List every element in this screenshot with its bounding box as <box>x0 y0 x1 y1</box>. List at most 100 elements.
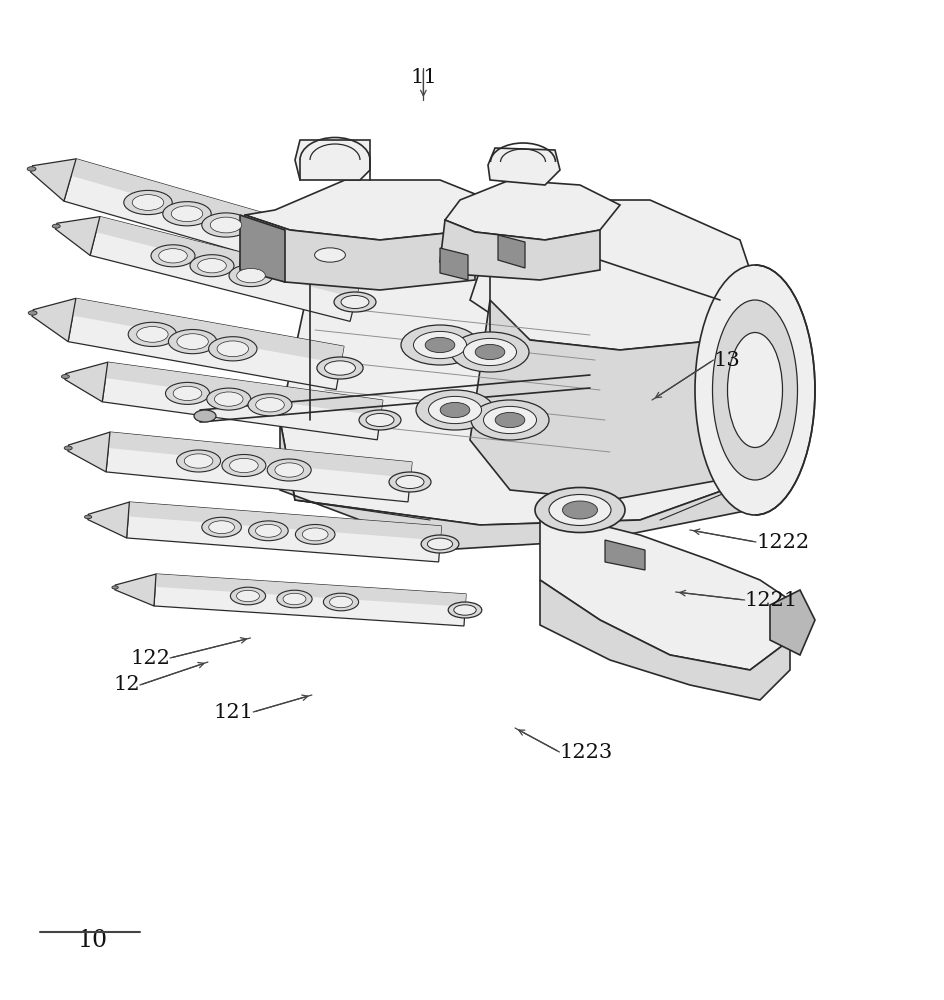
Polygon shape <box>497 235 525 268</box>
Text: 12: 12 <box>113 676 140 695</box>
Polygon shape <box>90 217 360 321</box>
Polygon shape <box>240 215 285 282</box>
Polygon shape <box>440 220 599 280</box>
Polygon shape <box>295 140 370 180</box>
Polygon shape <box>440 248 467 280</box>
Ellipse shape <box>52 224 60 228</box>
Polygon shape <box>32 298 76 342</box>
Polygon shape <box>109 432 412 478</box>
Ellipse shape <box>425 337 454 353</box>
Polygon shape <box>102 362 382 440</box>
Ellipse shape <box>470 400 548 440</box>
Ellipse shape <box>159 249 187 263</box>
Polygon shape <box>539 510 789 670</box>
Ellipse shape <box>447 602 481 618</box>
Ellipse shape <box>413 331 466 359</box>
Ellipse shape <box>694 265 814 515</box>
Ellipse shape <box>168 330 216 354</box>
Text: 1223: 1223 <box>559 742 612 762</box>
Ellipse shape <box>248 521 288 541</box>
Polygon shape <box>244 180 490 240</box>
Ellipse shape <box>247 394 292 416</box>
Polygon shape <box>71 159 336 251</box>
Ellipse shape <box>428 396 481 424</box>
Polygon shape <box>155 574 465 607</box>
Polygon shape <box>115 574 156 606</box>
Ellipse shape <box>151 245 194 267</box>
Ellipse shape <box>214 392 243 406</box>
Ellipse shape <box>177 450 220 472</box>
Ellipse shape <box>137 327 168 342</box>
Ellipse shape <box>548 494 611 526</box>
Polygon shape <box>106 362 382 416</box>
Ellipse shape <box>483 406 536 434</box>
Ellipse shape <box>222 454 265 477</box>
Ellipse shape <box>453 605 476 615</box>
Ellipse shape <box>184 454 212 468</box>
Ellipse shape <box>495 412 524 428</box>
Text: 11: 11 <box>410 68 436 87</box>
Polygon shape <box>469 200 759 350</box>
Polygon shape <box>88 502 129 538</box>
Ellipse shape <box>171 206 203 222</box>
Polygon shape <box>106 432 412 502</box>
Ellipse shape <box>61 375 69 379</box>
Ellipse shape <box>421 535 459 553</box>
Ellipse shape <box>463 338 516 366</box>
Ellipse shape <box>124 190 172 215</box>
Ellipse shape <box>228 265 273 287</box>
Ellipse shape <box>475 344 504 360</box>
Text: 1222: 1222 <box>755 532 808 552</box>
Ellipse shape <box>267 459 311 481</box>
Ellipse shape <box>283 593 306 605</box>
Ellipse shape <box>333 292 376 312</box>
Polygon shape <box>56 217 100 255</box>
Ellipse shape <box>534 488 624 532</box>
Polygon shape <box>126 502 441 562</box>
Ellipse shape <box>307 244 353 266</box>
Ellipse shape <box>323 593 358 611</box>
Polygon shape <box>279 240 800 525</box>
Text: 10: 10 <box>77 929 108 952</box>
Polygon shape <box>30 159 76 201</box>
Ellipse shape <box>230 587 265 605</box>
Polygon shape <box>64 159 336 276</box>
Ellipse shape <box>202 213 250 237</box>
Ellipse shape <box>202 517 241 537</box>
Ellipse shape <box>440 402 469 418</box>
Ellipse shape <box>562 501 597 519</box>
Polygon shape <box>154 574 465 626</box>
Ellipse shape <box>415 390 494 430</box>
Ellipse shape <box>190 255 234 277</box>
Ellipse shape <box>295 524 334 544</box>
Ellipse shape <box>365 414 394 426</box>
Polygon shape <box>769 590 814 655</box>
Polygon shape <box>65 362 108 402</box>
Ellipse shape <box>162 202 211 226</box>
Polygon shape <box>96 217 360 298</box>
Ellipse shape <box>314 248 346 262</box>
Ellipse shape <box>400 325 479 365</box>
Text: 13: 13 <box>713 351 739 369</box>
Ellipse shape <box>211 217 242 233</box>
Polygon shape <box>539 580 789 700</box>
Ellipse shape <box>256 398 284 412</box>
Ellipse shape <box>236 590 260 602</box>
Ellipse shape <box>207 388 250 410</box>
Ellipse shape <box>128 322 177 347</box>
Ellipse shape <box>197 259 226 273</box>
Ellipse shape <box>177 334 208 349</box>
Ellipse shape <box>64 446 72 450</box>
Ellipse shape <box>277 590 312 608</box>
Ellipse shape <box>450 332 529 372</box>
Polygon shape <box>604 540 645 570</box>
Ellipse shape <box>727 332 782 448</box>
Ellipse shape <box>396 476 424 488</box>
Ellipse shape <box>84 515 92 519</box>
Polygon shape <box>279 380 800 550</box>
Ellipse shape <box>302 528 328 541</box>
Ellipse shape <box>712 300 797 480</box>
Ellipse shape <box>217 341 248 357</box>
Ellipse shape <box>111 586 118 589</box>
Ellipse shape <box>329 596 352 608</box>
